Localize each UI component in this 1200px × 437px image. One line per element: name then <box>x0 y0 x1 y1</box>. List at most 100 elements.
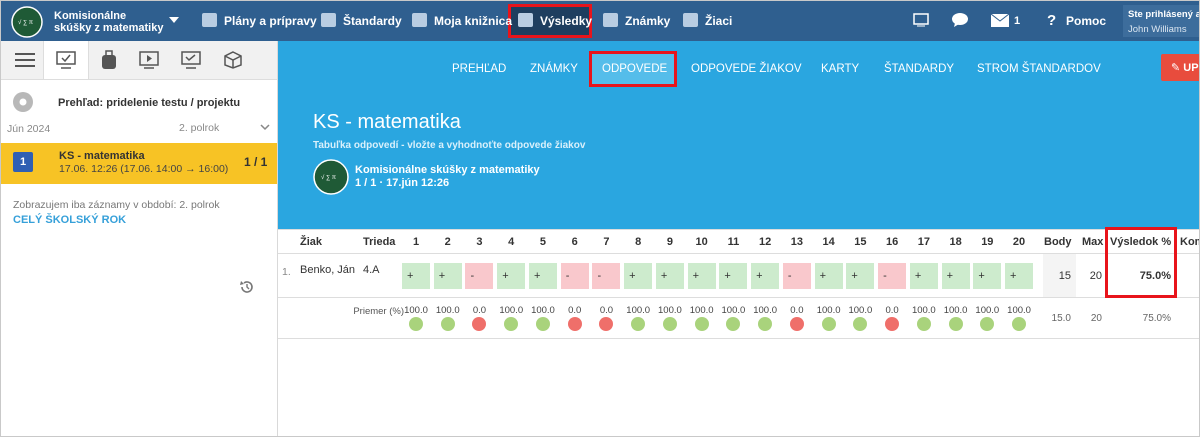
page-subtitle: Tabuľka odpovedí - vložte a vyhodnoťte o… <box>313 140 586 151</box>
answer-cell[interactable]: + <box>402 263 430 289</box>
answer-cell[interactable]: - <box>465 263 494 289</box>
sub-tab[interactable]: KARTY <box>821 63 860 75</box>
answer-cell[interactable]: + <box>909 263 938 289</box>
video-icon[interactable] <box>139 51 159 69</box>
term-caret[interactable] <box>260 124 270 131</box>
sub-tab[interactable]: PREHĽAD <box>452 63 507 75</box>
col-question: 18 <box>949 236 962 248</box>
sub-tab[interactable]: STROM ŠTANDARDOV <box>977 63 1101 75</box>
average-value: 0.0 <box>472 305 487 316</box>
answer-cell[interactable]: + <box>655 263 684 289</box>
sub-tab[interactable]: ŠTANDARDY <box>884 63 955 75</box>
menu-item[interactable]: Výsledky <box>540 14 593 28</box>
col-question: 15 <box>854 236 867 248</box>
quiz-icon[interactable] <box>181 51 201 69</box>
sub-tab[interactable]: ODPOVEDE ŽIAKOV <box>691 63 802 75</box>
table-header-line <box>278 229 1199 230</box>
menu-item[interactable]: Moja knižnica <box>434 14 513 28</box>
average-dot <box>916 317 931 331</box>
row-line <box>278 297 1199 298</box>
average-value: 0.0 <box>790 305 804 316</box>
average-dot <box>472 317 487 331</box>
answer-cell[interactable]: - <box>560 263 589 289</box>
answer-cell[interactable]: + <box>687 263 716 289</box>
active-tab-highlight <box>589 51 677 87</box>
bag-icon[interactable] <box>100 50 118 70</box>
item-title: KS - matematika <box>59 150 145 162</box>
average-value: 100.0 <box>404 305 428 316</box>
average-value: 100.0 <box>816 305 841 316</box>
svg-text:√ ∑ π: √ ∑ π <box>321 174 336 181</box>
edit-button-text: UPRAVIŤ <box>1183 62 1199 74</box>
term-label: 2. polrok <box>179 122 220 134</box>
edit-button-label: ✎ UPRAVIŤ <box>1171 61 1199 74</box>
average-dot <box>758 317 773 331</box>
max: 20 <box>1089 270 1102 282</box>
answer-cell[interactable]: + <box>973 263 1002 289</box>
average-dot <box>726 317 741 331</box>
menu-icon <box>603 13 618 27</box>
average-dot <box>535 317 550 331</box>
points: 15 <box>1058 270 1071 282</box>
group-name: Komisionálne skúšky z matematiky <box>355 164 540 176</box>
menu-item[interactable]: Štandardy <box>343 14 402 28</box>
answer-cell[interactable]: + <box>433 263 462 289</box>
answer-cell[interactable]: - <box>782 263 811 289</box>
average-value: 100.0 <box>1007 305 1031 316</box>
col-question: 17 <box>917 236 930 248</box>
group-meta: 1 / 1 · 17.jún 12:26 <box>355 177 450 189</box>
average-value: 100.0 <box>626 305 651 316</box>
active-tab[interactable] <box>43 41 89 79</box>
average-points: 15.0 <box>1051 313 1071 324</box>
item-number: 1 <box>13 152 33 172</box>
col-points: Body <box>1044 236 1072 248</box>
col-question: 3 <box>476 236 483 248</box>
menu-item[interactable]: Plány a prípravy <box>224 14 317 28</box>
answer-cell[interactable]: + <box>846 263 875 289</box>
answer-cell[interactable]: - <box>878 263 907 289</box>
col-comment: Komentár <box>1180 236 1199 248</box>
answer-cell[interactable]: + <box>719 263 748 289</box>
average-value: 100.0 <box>689 305 714 316</box>
average-dot <box>409 317 423 331</box>
hamburger-icon[interactable] <box>15 53 35 67</box>
answer-cell[interactable]: + <box>751 263 780 289</box>
average-dot <box>948 317 963 331</box>
result: 75.0% <box>1139 270 1171 282</box>
screen-icon[interactable] <box>913 13 929 27</box>
answer-cell[interactable]: - <box>592 263 621 289</box>
average-value: 100.0 <box>911 305 936 316</box>
answer-cell[interactable]: + <box>497 263 526 289</box>
col-result: Výsledok % <box>1110 236 1172 248</box>
average-value: 100.0 <box>943 305 968 316</box>
mail-icon[interactable] <box>991 14 1009 27</box>
average-dot <box>631 317 646 331</box>
history-icon[interactable] <box>239 279 255 295</box>
user-box[interactable]: Ste prihlásený ako John Williams <box>1123 5 1199 37</box>
menu-icon <box>321 13 336 27</box>
chat-icon[interactable] <box>951 12 969 28</box>
edit-button[interactable]: ✎ UPRAVIŤ <box>1161 54 1199 81</box>
col-question: 20 <box>1012 236 1026 248</box>
answer-cell[interactable]: + <box>814 263 843 289</box>
average-dot <box>789 317 804 331</box>
answer-cell[interactable]: + <box>1005 263 1034 289</box>
average-dot <box>821 317 836 331</box>
overview-link[interactable]: Prehľad: pridelenie testu / projektu <box>58 97 241 109</box>
assignment-item[interactable]: 1 KS - matematika 17.06. 12:26 (17.06. 1… <box>1 143 277 184</box>
answer-cell[interactable]: + <box>941 263 970 289</box>
answer-cell[interactable]: + <box>528 263 557 289</box>
sub-tab[interactable]: ODPOVEDE <box>602 63 668 75</box>
sub-tab[interactable]: ZNÁMKY <box>530 63 578 75</box>
cube-icon[interactable] <box>223 51 243 69</box>
col-question: 19 <box>981 236 994 248</box>
menu-item[interactable]: Známky <box>625 14 671 28</box>
answer-cell[interactable]: + <box>624 263 653 289</box>
sidebar: Prehľad: pridelenie testu / projektu Jún… <box>1 41 278 436</box>
help-link[interactable]: Pomoc <box>1066 14 1107 28</box>
menu-item[interactable]: Žiaci <box>705 14 733 28</box>
menu-icon <box>412 13 427 27</box>
filter-link[interactable]: CELÝ ŠKOLSKÝ ROK <box>13 214 127 226</box>
brand[interactable]: Komisionálne skúšky z matematiky <box>54 10 164 34</box>
col-question: 8 <box>635 236 642 248</box>
